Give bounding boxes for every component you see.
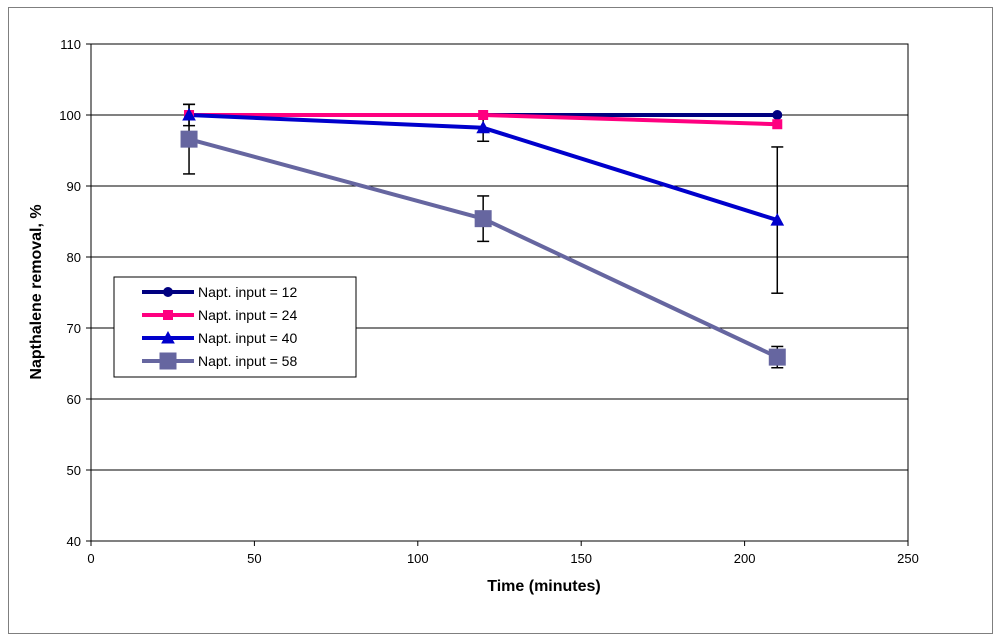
data-point — [180, 130, 198, 148]
series-markers — [180, 107, 786, 366]
y-tick-label: 110 — [60, 37, 81, 52]
data-point — [770, 213, 785, 226]
x-tick-label: 200 — [734, 551, 756, 566]
x-axis-title: Time (minutes) — [487, 578, 601, 595]
legend: Napt. input = 12 Napt. input = 24 Napt. in… — [113, 276, 357, 378]
y-tick-label: 100 — [59, 108, 81, 123]
data-point — [182, 107, 196, 121]
data-point — [478, 110, 489, 120]
x-tick-label: 100 — [407, 551, 429, 566]
y-tick-label: 90 — [67, 179, 81, 194]
legend-entry: Napt. input = 24 — [142, 307, 297, 323]
data-point — [476, 120, 491, 134]
data-point — [768, 348, 786, 366]
legend-label: Napt. input = 40 — [198, 330, 297, 346]
legend-entry: Napt. input = 58 — [142, 352, 297, 370]
legend-swatch-marker — [161, 330, 175, 344]
x-tick-label: 50 — [247, 551, 261, 566]
legend-label: Napt. input = 58 — [198, 353, 297, 369]
legend-label: Napt. input = 24 — [198, 307, 297, 323]
legend-label: Napt. input = 12 — [198, 284, 297, 300]
y-tick-label: 60 — [67, 392, 81, 407]
legend-entry: Napt. input = 12 — [142, 284, 297, 300]
data-point — [474, 210, 492, 228]
data-point — [772, 110, 783, 120]
legend-swatch-marker — [163, 310, 173, 320]
x-tick-label: 0 — [87, 551, 94, 566]
data-point — [772, 119, 783, 130]
plot-area — [90, 43, 909, 542]
y-axis-title: Napthalene removal, % — [28, 204, 45, 379]
y-tick-label: 40 — [67, 534, 81, 549]
legend-swatch-marker — [159, 352, 177, 370]
y-tick-label: 50 — [67, 463, 81, 478]
axis-ticks: 40 50 60 70 80 90 100 110 0 50 100 150 200 250 — [59, 37, 919, 566]
legend-entry: Napt. input = 40 — [142, 330, 297, 346]
y-tick-label: 80 — [67, 250, 81, 265]
y-tick-label: 70 — [67, 321, 81, 336]
legend-swatch-marker — [163, 287, 173, 297]
x-tick-label: 250 — [897, 551, 919, 566]
x-tick-label: 150 — [570, 551, 592, 566]
